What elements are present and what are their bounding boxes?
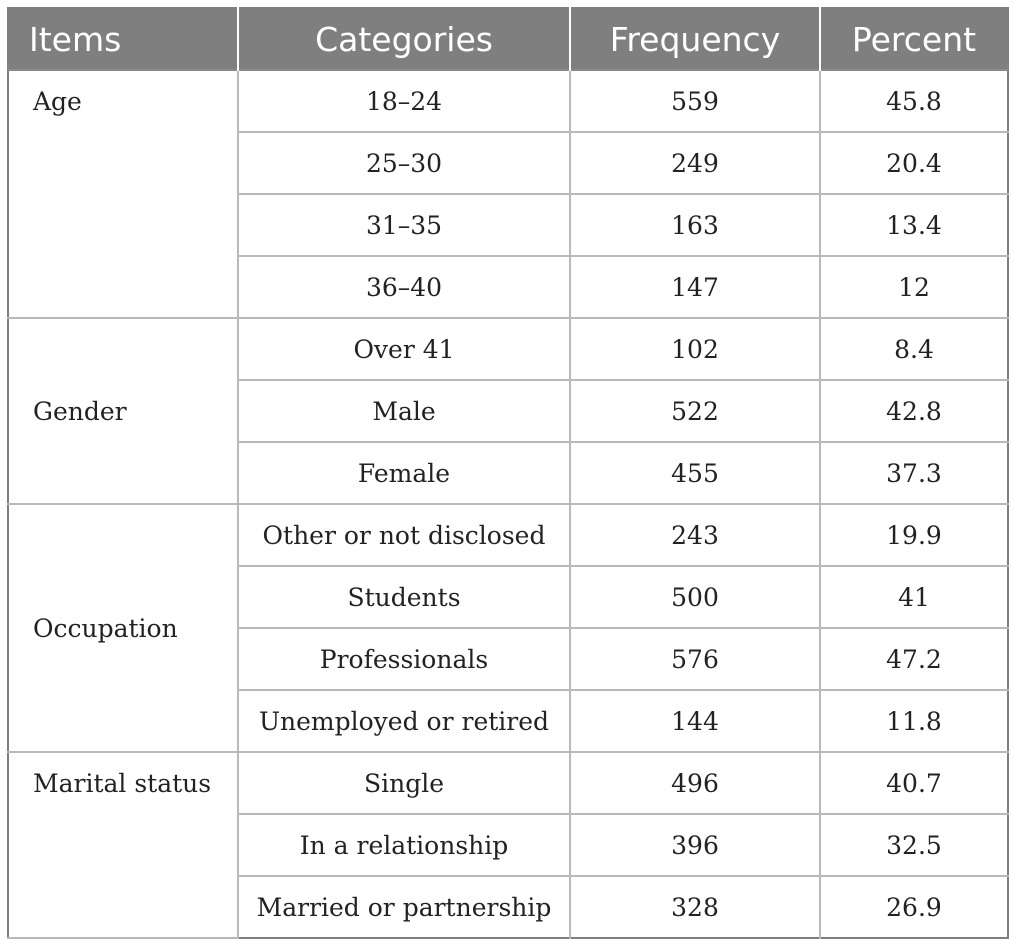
table-row: Female 455 37.3	[8, 441, 1008, 505]
category-cell: Professionals	[237, 627, 571, 691]
item-cell-marital-status: Marital status	[8, 751, 239, 939]
percent-cell: 20.4	[819, 131, 1008, 195]
category-cell: 36–40	[237, 255, 571, 319]
item-cell-gender: Gender	[8, 317, 239, 505]
table-container: Items Categories Frequency Percent Age 1…	[7, 7, 1009, 939]
percent-cell: 8.4	[819, 317, 1008, 381]
category-cell: Over 41	[237, 317, 571, 381]
frequency-cell: 328	[569, 875, 821, 938]
category-cell: 31–35	[237, 193, 571, 257]
table-row: 31–35 163 13.4	[8, 193, 1008, 257]
item-cell-occupation: Occupation	[8, 503, 239, 753]
category-cell: Other or not disclosed	[237, 503, 571, 567]
percent-cell: 47.2	[819, 627, 1008, 691]
category-cell: In a relationship	[237, 813, 571, 877]
percent-cell: 19.9	[819, 503, 1008, 567]
percent-cell: 26.9	[819, 875, 1008, 938]
percent-cell: 11.8	[819, 689, 1008, 753]
frequency-cell: 163	[569, 193, 821, 257]
demographics-table: Items Categories Frequency Percent Age 1…	[7, 7, 1009, 939]
frequency-cell: 147	[569, 255, 821, 319]
table-row: 36–40 147 12	[8, 255, 1008, 319]
header-categories: Categories	[238, 8, 571, 70]
table-row: Married or partnership 328 26.9	[8, 875, 1008, 938]
header-frequency: Frequency	[570, 8, 821, 70]
header-items: Items	[8, 8, 239, 70]
item-cell-age: Age	[8, 69, 239, 319]
percent-cell: 13.4	[819, 193, 1008, 257]
frequency-cell: 144	[569, 689, 821, 753]
table-row: Occupation Other or not disclosed 243 19…	[8, 503, 1008, 753]
percent-cell: 40.7	[819, 751, 1008, 815]
category-cell: Male	[237, 379, 571, 443]
percent-cell: 45.8	[819, 69, 1008, 133]
percent-cell: 42.8	[819, 379, 1008, 443]
frequency-cell: 500	[569, 565, 821, 629]
category-cell: 18–24	[237, 69, 571, 133]
table-row: 25–30 249 20.4	[8, 131, 1008, 195]
frequency-cell: 576	[569, 627, 821, 691]
table-row: Professionals 576 47.2	[8, 627, 1008, 691]
header-percent: Percent	[820, 8, 1008, 70]
table-row: In a relationship 396 32.5	[8, 813, 1008, 877]
category-cell: Unemployed or retired	[237, 689, 571, 753]
percent-cell: 12	[819, 255, 1008, 319]
frequency-cell: 396	[569, 813, 821, 877]
frequency-cell: 496	[569, 751, 821, 815]
table-row: Male 522 42.8	[8, 379, 1008, 443]
table-row: Age 18–24 559 45.8	[8, 69, 1008, 319]
percent-cell: 41	[819, 565, 1008, 629]
frequency-cell: 455	[569, 441, 821, 505]
percent-cell: 37.3	[819, 441, 1008, 505]
frequency-cell: 559	[569, 69, 821, 133]
category-cell: Female	[237, 441, 571, 505]
category-cell: Married or partnership	[237, 875, 571, 938]
category-cell: Students	[237, 565, 571, 629]
frequency-cell: 249	[569, 131, 821, 195]
category-cell: 25–30	[237, 131, 571, 195]
table-row: Unemployed or retired 144 11.8	[8, 689, 1008, 753]
frequency-cell: 102	[569, 317, 821, 381]
percent-cell: 32.5	[819, 813, 1008, 877]
table-row: Gender Over 41 102 8.4	[8, 317, 1008, 505]
table-row: Marital status Single 496 40.7	[8, 751, 1008, 939]
frequency-cell: 243	[569, 503, 821, 567]
category-cell: Single	[237, 751, 571, 815]
header-row: Items Categories Frequency Percent	[8, 8, 1008, 70]
frequency-cell: 522	[569, 379, 821, 443]
table-row: Students 500 41	[8, 565, 1008, 629]
